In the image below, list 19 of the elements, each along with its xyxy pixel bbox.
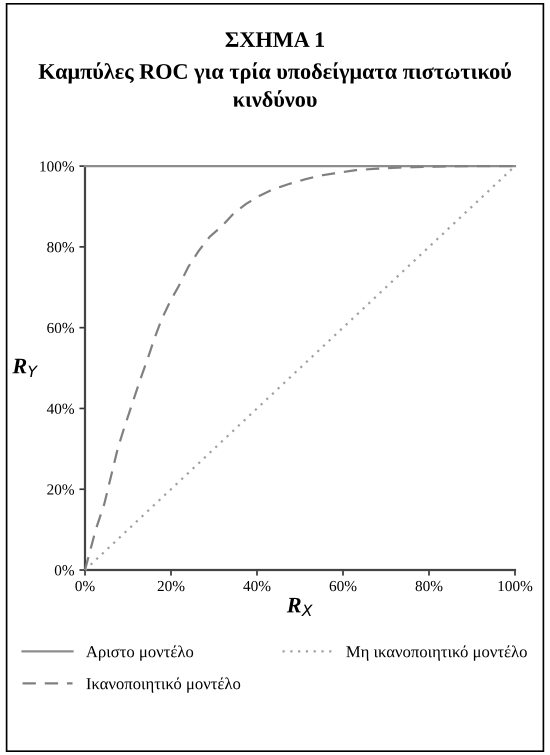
legend-label: Αριστο μοντέλο — [86, 645, 194, 661]
y-tick-label: 100% — [40, 161, 74, 172]
legend-label: Μη ικανοποιητικό μοντέλο — [346, 645, 527, 661]
legend-label: Ικανοποιητικό μοντέλο — [86, 677, 240, 693]
y-tick-label: 0% — [54, 565, 74, 576]
y-tick-label: 20% — [47, 484, 74, 495]
y-tick-label: 40% — [46, 404, 74, 414]
chart-subtitle: Καμπύλες ROC για τρία υποδείγματα πιστωτικού κινδύνου — [38, 62, 511, 107]
x-axis-title: R$_{X}$ — [286, 598, 313, 616]
y-axis-title: R$_{Y}$ — [12, 358, 38, 377]
chart-title: ΣΧΗΜΑ 1 — [226, 32, 324, 47]
x-tick-label: 0% — [75, 580, 95, 592]
x-tick-label: 20% — [158, 580, 184, 592]
y-tick-label: 80% — [47, 242, 74, 252]
y-tick-label: 60% — [47, 322, 74, 334]
x-tick-label: 100% — [498, 580, 532, 592]
x-tick-label: 60% — [330, 580, 356, 592]
x-tick-label: 40% — [243, 580, 270, 592]
x-tick-label: 80% — [416, 580, 442, 592]
